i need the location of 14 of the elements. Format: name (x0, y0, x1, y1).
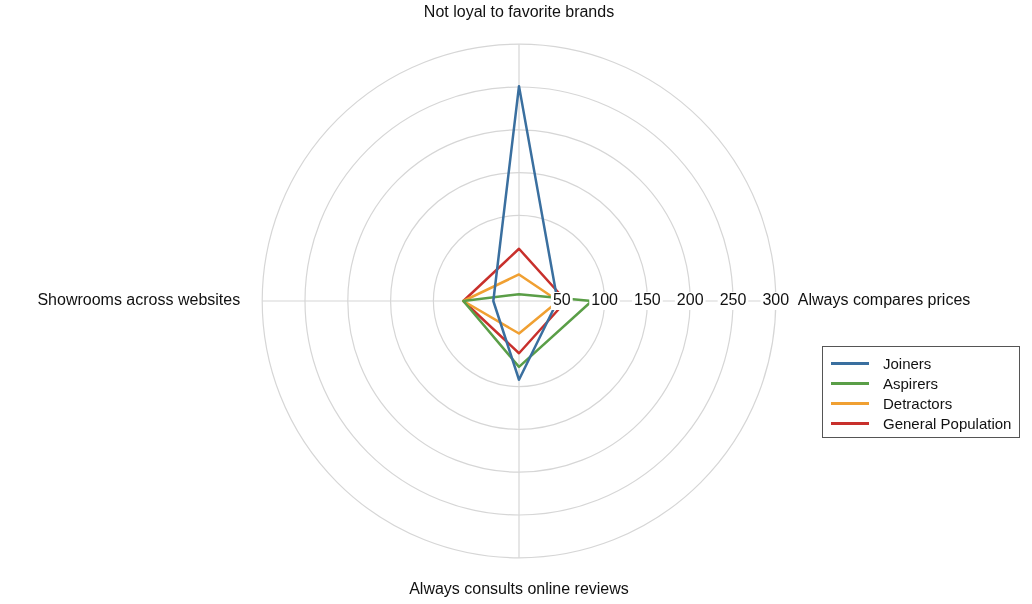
legend-label: Aspirers (883, 374, 939, 392)
y-tick-label: 150 (634, 291, 661, 309)
y-tick-label: 100 (591, 291, 619, 309)
legend-label: Joiners (883, 354, 932, 372)
y-tick-label: 300 (762, 291, 790, 309)
spoke-label: Always consults online reviews (409, 579, 629, 597)
spoke-label: Showrooms across websites (37, 291, 241, 309)
legend-label: Detractors (883, 394, 953, 412)
y-tick-label: 200 (676, 291, 704, 309)
spoke-label: Always compares prices (797, 291, 971, 309)
spoke-label: Not loyal to favorite brands (423, 3, 615, 21)
legend-label: General Population (883, 414, 1012, 432)
y-tick-label: 250 (719, 291, 747, 309)
y-tick-label: 50 (552, 291, 571, 309)
